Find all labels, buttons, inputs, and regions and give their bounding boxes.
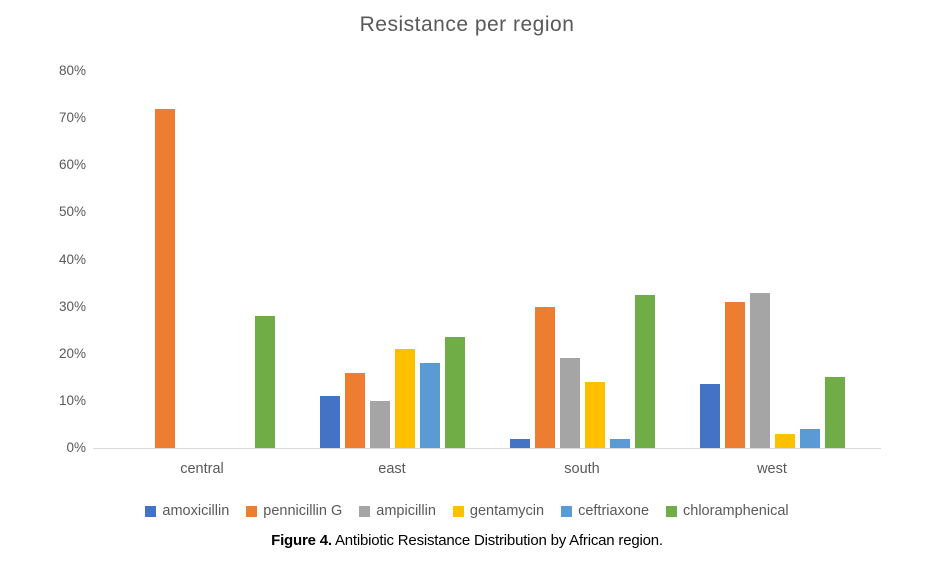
x-axis-labels: central east south west [107,461,867,477]
chart-title: Resistance per region [359,13,575,36]
bar-pennicillin-g [344,372,365,448]
bar-amoxicillin [509,438,530,448]
legend-label: pennicillin G [263,503,343,519]
y-tick-label: 50% [58,204,86,220]
bar-ceftriaxone [799,429,820,448]
bar-group-south [487,71,677,448]
x-tick-label-east: east [378,461,406,477]
bar-ampicillin [749,292,770,448]
legend-swatch-icon [666,505,678,517]
x-tick-label-south: south [564,461,600,477]
legend-item-chloramphenical: chloramphenical [666,503,789,519]
bar-ampicillin [369,400,390,448]
caption-text: Antibiotic Resistance Distribution by Af… [331,532,663,549]
x-tick-label-west: west [757,461,787,477]
y-tick-label: 60% [58,157,86,173]
bar-amoxicillin [319,396,340,448]
legend: amoxicillin pennicillin G ampicillin gentam… [0,503,934,519]
figure-caption: Figure 4. Antibiotic Resistance Distribu… [0,532,934,549]
legend-swatch-icon [452,505,464,517]
bar-pennicillin-g [724,301,745,448]
y-tick-label: 20% [58,345,86,361]
bar-groups [107,71,867,448]
legend-label: gentamycin [469,503,545,519]
bar-chloramphenical [634,294,655,448]
legend-label: ceftriaxone [578,503,650,519]
bar-gentamycin [774,433,795,448]
y-tick-label: 30% [58,298,86,314]
bar-group-west [677,71,867,448]
legend-swatch-icon [561,505,573,517]
bar-ampicillin [559,358,580,448]
bar-amoxicillin [699,384,720,448]
legend-item-ceftriaxone: ceftriaxone [561,503,649,519]
bar-pennicillin-g [154,108,175,448]
legend-item-gentamycin: gentamycin [452,503,545,519]
legend-swatch-icon [145,505,157,517]
x-axis-line [93,448,881,449]
bar-ceftriaxone [419,363,440,448]
legend-label: ampicillin [376,503,436,519]
bar-chloramphenical [824,377,845,448]
legend-swatch-icon [359,505,371,517]
bar-chloramphenical [444,337,465,448]
y-tick-label: 40% [58,251,86,267]
legend-item-pennicillin-g: pennicillin G [246,503,342,519]
x-tick-label-central: central [180,461,224,477]
legend-label: chloramphenical [683,503,789,519]
bar-group-central [107,71,297,448]
bar-ceftriaxone [609,438,630,448]
legend-item-ampicillin: ampicillin [359,503,436,519]
figure-label: Figure 4. [271,532,332,549]
bar-pennicillin-g [534,306,555,448]
y-tick-label: 70% [58,110,86,126]
plot-area [93,71,881,449]
bar-gentamycin [584,382,605,448]
bar-gentamycin [394,349,415,448]
bar-chloramphenical [254,316,275,448]
legend-label: amoxicillin [162,503,230,519]
y-tick-label: 0% [66,440,86,455]
bar-group-east [297,71,487,448]
y-tick-label: 80% [58,63,86,78]
legend-item-amoxicillin: amoxicillin [145,503,229,519]
y-tick-label: 10% [58,392,86,408]
legend-swatch-icon [246,505,258,517]
